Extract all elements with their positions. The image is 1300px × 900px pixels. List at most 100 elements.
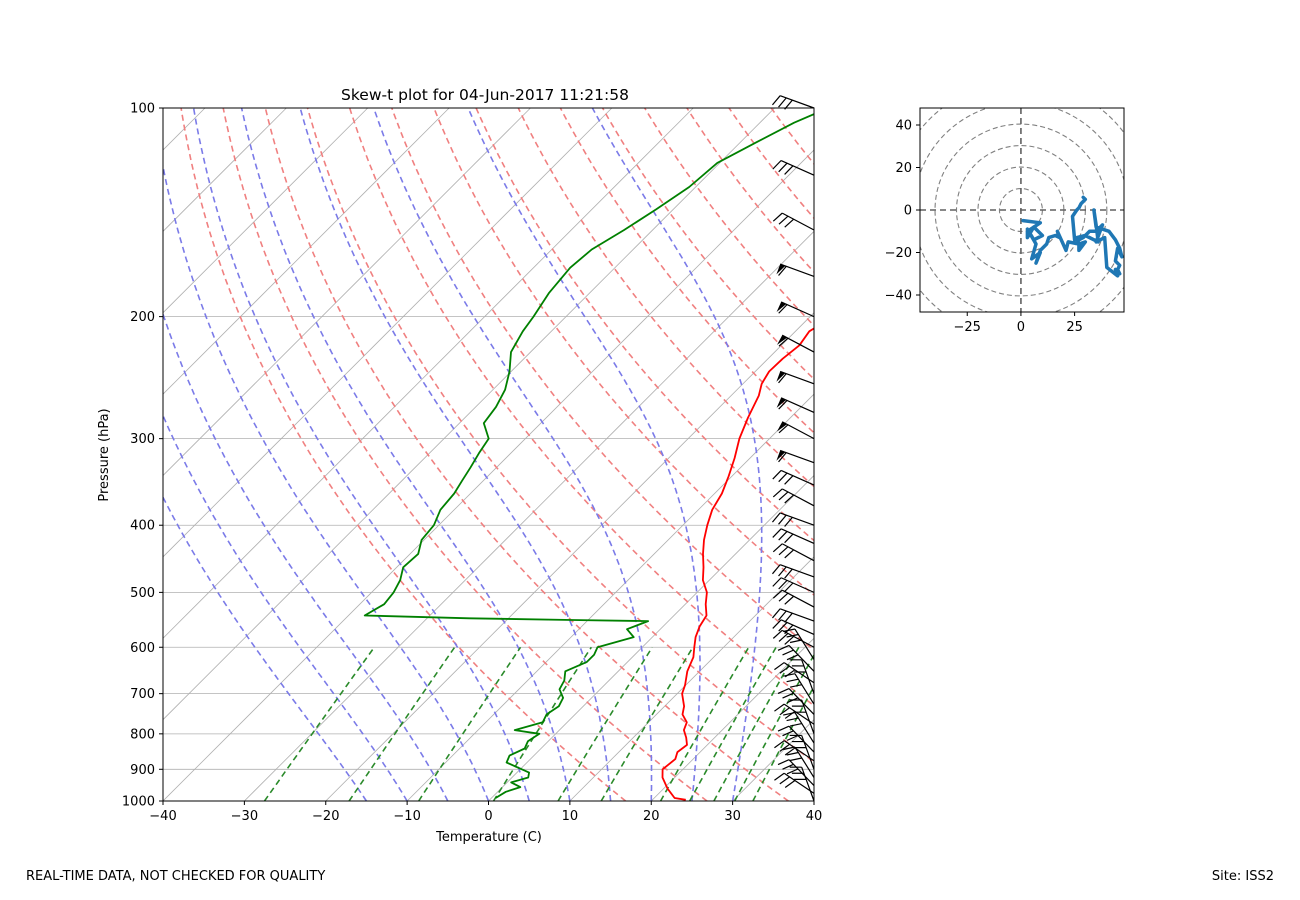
wind-barb: [776, 449, 815, 464]
hodo-x-tick-label: 0: [1017, 320, 1025, 335]
barb-feather: [782, 649, 794, 656]
wind-barb: [771, 564, 815, 579]
skewt-x-ticks: −40 −30 −20 −10 0 10 20 30 40: [149, 801, 822, 824]
moist-adiabat--5: [163, 311, 449, 801]
barb-flag: [776, 397, 786, 408]
moist-adiabat-25: [467, 108, 701, 801]
y-tick-label: 1000: [122, 795, 155, 810]
isotherm--110: [163, 108, 287, 232]
x-tick-label: 10: [562, 809, 579, 824]
barb-feather: [784, 549, 795, 559]
barb-feather: [778, 531, 788, 541]
barb-feather: [778, 452, 787, 463]
barb-feather: [777, 644, 790, 651]
barb-feather: [784, 582, 794, 593]
mixing-ratio-16: [659, 646, 750, 801]
hodo-y-tick-label: 0: [904, 204, 912, 219]
x-tick-label: 0: [484, 809, 492, 824]
barb-feather: [771, 608, 781, 619]
barb-flag: [776, 264, 786, 275]
dry-adiabat-300: [222, 108, 708, 801]
mixing-ratio-0.4: [263, 646, 375, 801]
mixing-ratio-24: [713, 646, 800, 801]
skewt-gridlines: [163, 108, 814, 801]
dry-adiabat-350: [433, 108, 814, 597]
isotherm-40: [813, 800, 814, 801]
isotherm--60: [163, 108, 694, 639]
barb-staff: [779, 95, 815, 109]
barb-feather: [784, 635, 795, 645]
dry-adiabat-430: [770, 108, 814, 166]
moist-adiabat-5: [192, 108, 530, 801]
x-tick-label: −30: [231, 809, 258, 824]
wind-barb: [772, 629, 815, 648]
barb-feather: [772, 629, 783, 639]
moist-adiabats: [163, 108, 763, 801]
dry-adiabat-320: [306, 108, 814, 763]
dry-adiabat-360: [475, 108, 814, 542]
wind-barb: [771, 512, 815, 527]
wind-barb: [783, 711, 815, 744]
wind-barb: [783, 628, 815, 660]
barb-feather: [784, 612, 793, 623]
hodograph-wind-trace: [1021, 195, 1124, 278]
moist-adiabat-0: [163, 162, 490, 801]
dry-adiabat-370: [517, 108, 814, 488]
barb-feather: [779, 707, 790, 716]
isotherm--10: [406, 393, 814, 801]
x-tick-label: −10: [393, 809, 420, 824]
wind-barb: [789, 659, 815, 694]
hodograph-x-ticks: −25 0 25: [954, 312, 1083, 335]
barb-feather: [774, 772, 785, 781]
isotherm--80: [163, 108, 531, 477]
barb-feather: [784, 218, 795, 228]
dry-adiabat-390: [601, 108, 814, 381]
hodo-y-tick-label: −20: [885, 246, 912, 261]
barb-staff: [781, 212, 815, 231]
barb-flag: [777, 335, 787, 345]
wind-barb: [772, 488, 815, 507]
y-tick-label: 500: [130, 586, 155, 601]
hodograph-y-ticks: −40 −20 0 20 40: [885, 119, 920, 304]
skewt-y-ticks: 1000 900 800 700 600 500 400 300 200 100: [122, 102, 163, 810]
wind-barb: [774, 703, 815, 725]
barb-feather: [783, 746, 796, 751]
barb-feather: [778, 97, 787, 108]
wind-barb: [771, 608, 815, 623]
barb-feather: [784, 516, 793, 527]
barb-feather: [784, 475, 794, 485]
moist-adiabat-30: [591, 108, 763, 801]
mixing-ratio-2: [418, 646, 522, 801]
barb-feather: [782, 730, 794, 737]
wind-barb: [772, 577, 815, 593]
skewt-y-axis-label: Pressure (hPa): [97, 408, 112, 501]
isotherm--40: [163, 149, 814, 801]
hodo-y-tick-label: 40: [895, 119, 912, 134]
wind-barb: [777, 334, 815, 353]
mixing-ratio-20: [688, 646, 777, 801]
y-tick-label: 300: [130, 432, 155, 447]
barb-feather: [777, 725, 790, 732]
barb-feather: [778, 592, 789, 602]
barb-feather: [771, 95, 781, 106]
barb-feather: [778, 373, 787, 384]
wind-barb: [777, 644, 815, 672]
x-tick-label: 20: [643, 809, 660, 824]
barb-feather: [772, 543, 783, 553]
barb-feather: [771, 512, 781, 523]
barb-feather: [778, 337, 789, 347]
wind-barb: [777, 421, 815, 440]
dewpoint-trace: [363, 113, 814, 799]
barb-feather: [774, 703, 785, 712]
isotherm--100: [163, 108, 369, 314]
mixing-ratio-32: [752, 684, 814, 801]
wind-barbs: [771, 95, 815, 802]
barb-feather: [783, 711, 796, 716]
barb-staff: [779, 608, 815, 622]
quality-disclaimer: REAL-TIME DATA, NOT CHECKED FOR QUALITY: [26, 869, 326, 884]
wind-barb: [789, 766, 815, 802]
dry-adiabat-450: [856, 108, 1300, 801]
barb-feather: [772, 469, 782, 480]
dry-adiabat-310: [264, 108, 789, 801]
barb-feather: [778, 304, 788, 314]
